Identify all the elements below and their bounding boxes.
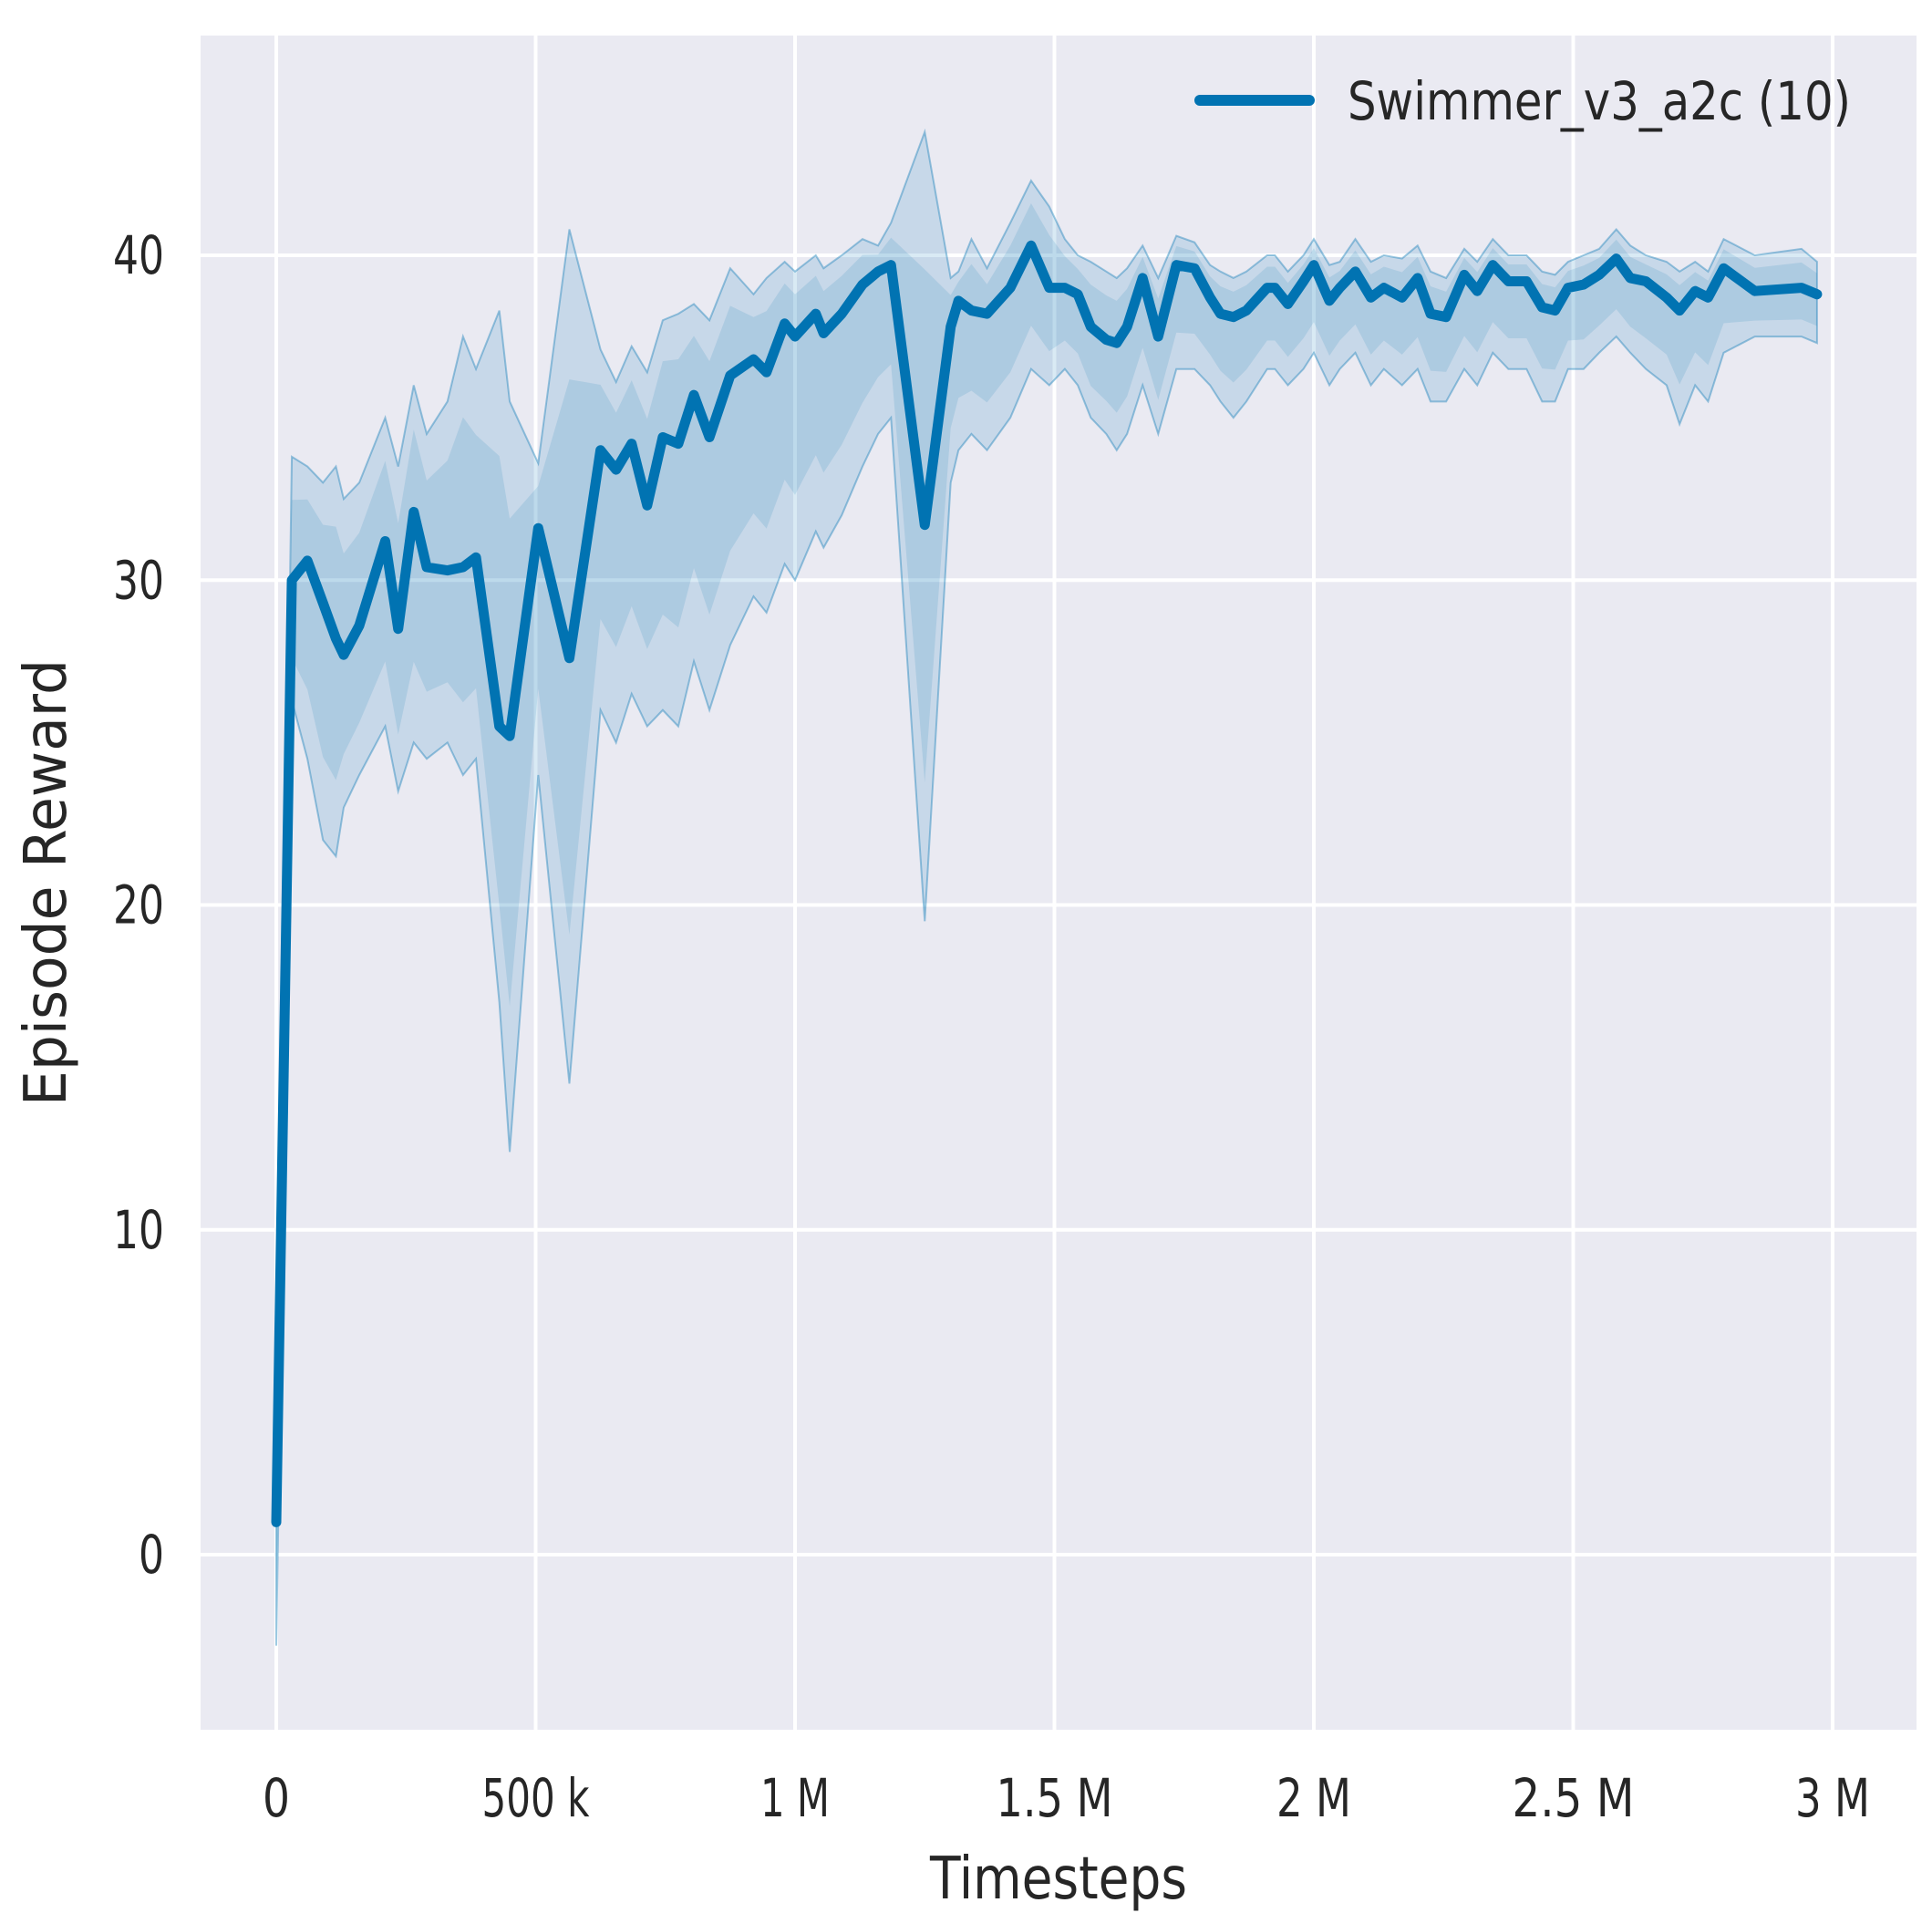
confidence-band-outer — [275, 128, 1818, 1646]
series-line — [271, 240, 1823, 1527]
x-tick-label: 2 M — [1276, 1767, 1351, 1829]
y-axis-label: Episode Reward — [13, 659, 80, 1106]
x-tick-label: 500 k — [482, 1767, 590, 1829]
legend: Swimmer_v3_a2c (10) — [1194, 70, 1851, 132]
x-tick-label: 1.5 M — [997, 1767, 1113, 1829]
legend-label: Swimmer_v3_a2c (10) — [1348, 70, 1851, 132]
x-tick-label: 1 M — [760, 1767, 830, 1829]
y-axis-ticks: 0 10 20 30 40 — [113, 224, 164, 1586]
x-axis-label: Timesteps — [929, 1846, 1187, 1913]
x-axis-ticks: 0 500 k 1 M 1.5 M 2 M 2.5 M 3 M — [263, 1767, 1870, 1829]
y-tick-label: 30 — [113, 549, 164, 611]
y-tick-label: 0 — [139, 1524, 164, 1586]
y-tick-label: 10 — [113, 1199, 164, 1261]
plot-area — [201, 36, 1917, 1730]
confidence-band-inner — [276, 203, 1817, 1603]
y-tick-label: 40 — [113, 224, 164, 286]
y-tick-label: 20 — [113, 874, 164, 936]
x-tick-label: 3 M — [1795, 1767, 1870, 1829]
x-tick-label: 0 — [263, 1767, 290, 1829]
gridlines — [201, 36, 1917, 1730]
x-tick-label: 2.5 M — [1513, 1767, 1635, 1829]
